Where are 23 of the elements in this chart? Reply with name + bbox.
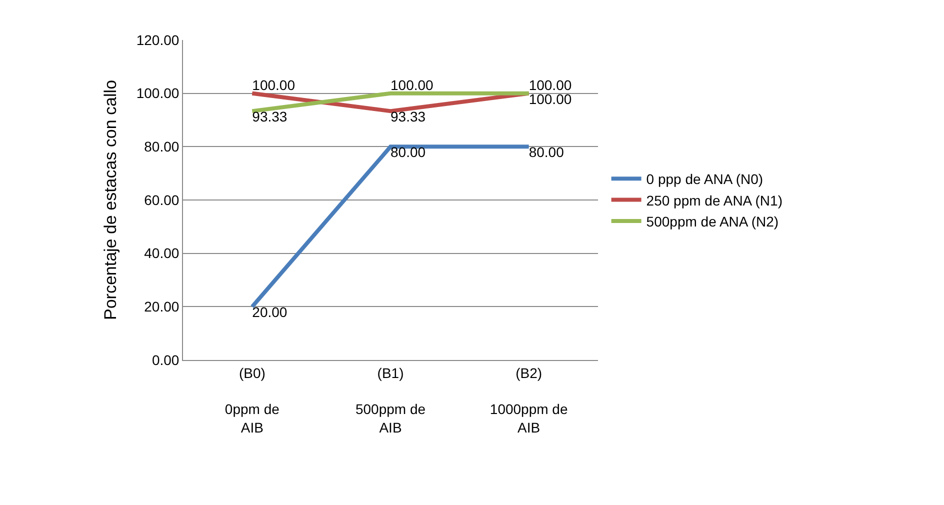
category-label: (B1) 500ppm de AIB <box>355 364 426 436</box>
legend-label: 0 ppp de ANA (N0) <box>646 171 764 188</box>
y-tick-label: 0.00 <box>152 352 180 368</box>
y-axis-title: Porcentaje de estacas con callo <box>100 80 120 320</box>
data-label: 80.00 <box>390 144 426 160</box>
y-tick-label: 100.00 <box>136 85 180 102</box>
data-label: 100.00 <box>252 76 296 93</box>
y-tick-label: 120.00 <box>136 32 180 48</box>
y-tick-label: 20.00 <box>144 298 180 315</box>
y-tick-label: 80.00 <box>144 138 180 155</box>
data-label: 80.00 <box>528 144 564 160</box>
data-label: 100.00 <box>528 90 572 107</box>
legend-label: 500ppm de ANA (N2) <box>646 213 779 230</box>
legend-label: 250 ppm de ANA (N1) <box>646 192 782 208</box>
y-tick-label: 60.00 <box>144 192 180 208</box>
data-label: 100.00 <box>528 76 572 93</box>
data-label: 100.00 <box>390 76 434 93</box>
data-label: 20.00 <box>252 304 288 320</box>
category-label: (B2) 1000ppm de AIB <box>490 364 568 436</box>
y-tick-label: 40.00 <box>144 245 180 262</box>
data-label: 93.33 <box>390 108 426 125</box>
category-label: (B0) 0ppm de AIB <box>224 364 280 436</box>
data-label: 93.33 <box>252 108 288 125</box>
